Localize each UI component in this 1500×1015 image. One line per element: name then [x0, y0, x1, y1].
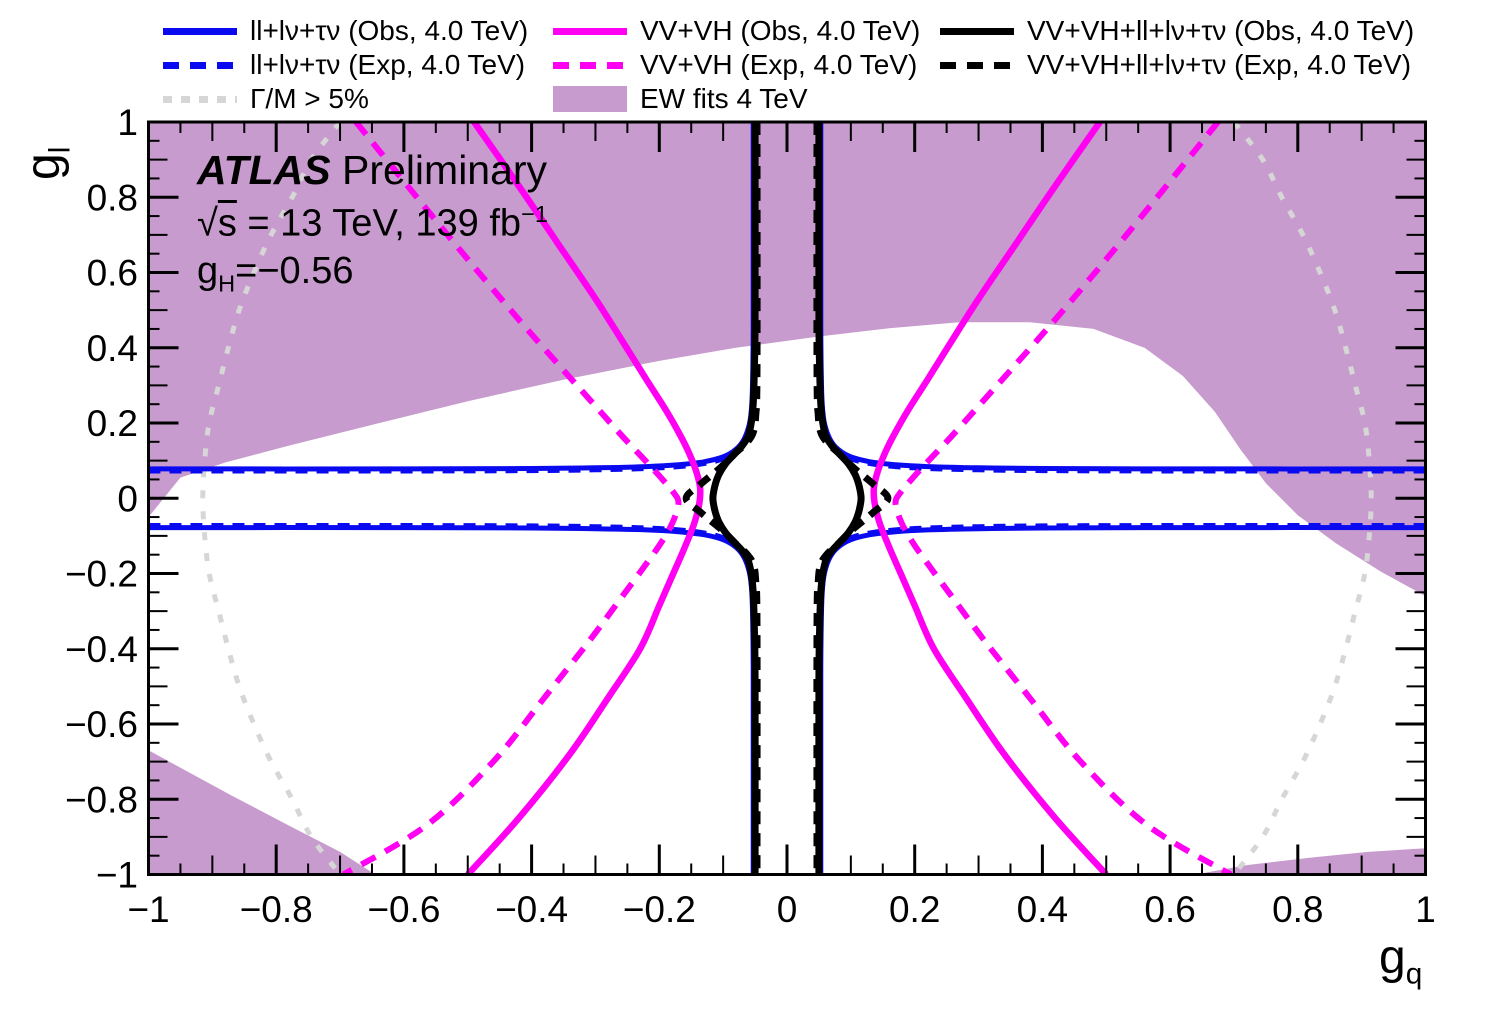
legend: ll+lν+τν (Obs, 4.0 TeV) ll+lν+τν (Exp, 4.… — [0, 10, 1500, 120]
legend-item-ll-lv-tv-obs: ll+lν+τν (Obs, 4.0 TeV) — [163, 14, 528, 48]
ew-fits-4tev-region-0 — [148, 122, 1426, 597]
plot-area — [148, 120, 1426, 876]
comb-obs-line-1 — [815, 121, 865, 875]
legend-item-ew-fits: EW fits 4 TeV — [553, 82, 920, 116]
legend-item-label: Γ/M > 5% — [250, 83, 369, 114]
legend-item-comb-exp: VV+VH+ll+lν+τν (Exp, 4.0 TeV) — [940, 48, 1414, 82]
legend-item-ll-lv-tv-exp: ll+lν+τν (Exp, 4.0 TeV) — [163, 48, 528, 82]
x-tick-label: 1 — [1415, 889, 1436, 930]
vv-vh-exp-swatch — [553, 61, 627, 69]
x-tick-label: 0 — [777, 889, 798, 930]
x-tick-label: −0.2 — [623, 889, 696, 930]
x-axis-title: gq — [1379, 931, 1423, 991]
energy-lumi-label: √s = 13 TeV, 139 fb−1 — [197, 201, 548, 245]
vv-vh-exp-line-1 — [892, 120, 1233, 876]
x-tick-label: −0.6 — [367, 889, 440, 930]
vv-vh-obs-line-0 — [465, 120, 704, 876]
y-tick-label: −0.2 — [65, 554, 138, 595]
plot-annotations: ATLAS Preliminary √s = 13 TeV, 139 fb−1 … — [197, 150, 548, 296]
legend-item-width-limit: Γ/M > 5% — [163, 82, 528, 116]
width-limit-swatch — [163, 95, 237, 103]
ll-lv-tv-exp-line-3 — [816, 523, 1426, 875]
x-tick-label: 0.4 — [1017, 889, 1068, 930]
ll-lv-tv-obs-line-3 — [818, 525, 1426, 875]
legend-item-label: ll+lν+τν (Obs, 4.0 TeV) — [250, 15, 529, 46]
comb-obs-swatch — [940, 27, 1014, 35]
legend-item-vv-vh-obs: VV+VH (Obs, 4.0 TeV) — [553, 14, 920, 48]
y-tick-label: 0.2 — [87, 403, 138, 444]
y-tick-label: −0.4 — [65, 629, 138, 670]
gh-coupling-label: gH=−0.56 — [197, 249, 354, 297]
vv-vh-obs-swatch — [553, 27, 627, 35]
legend-column-0: ll+lν+τν (Obs, 4.0 TeV) ll+lν+τν (Exp, 4.… — [163, 14, 528, 116]
ew-fits-4tev-region-2 — [1195, 848, 1426, 875]
comb-exp-swatch — [940, 61, 1014, 69]
legend-item-label: VV+VH+ll+lν+τν (Exp, 4.0 TeV) — [1027, 49, 1412, 80]
legend-item-label: VV+VH+ll+lν+τν (Obs, 4.0 TeV) — [1027, 15, 1415, 46]
ew-fits-4tev-region-1 — [148, 750, 376, 875]
y-tick-label: 1 — [117, 102, 138, 143]
y-tick-label: −0.6 — [65, 704, 138, 745]
vv-vh-obs-line-1 — [870, 120, 1109, 876]
legend-column-1: VV+VH (Obs, 4.0 TeV) VV+VH (Exp, 4.0 TeV)… — [553, 14, 920, 116]
x-tick-label: 0.6 — [1144, 889, 1195, 930]
ew-fits-swatch — [553, 86, 627, 112]
axes: −1 −0.8 −0.6 −0.4 −0.2 0 0.2 0.4 0.6 0.8 1 1 0.8 0.6 0… — [65, 102, 1436, 930]
legend-item-label: EW fits 4 TeV — [640, 83, 808, 114]
ll-lv-tv-obs-swatch — [163, 27, 237, 35]
y-tick-label: 0.4 — [87, 328, 138, 369]
y-tick-label: −1 — [96, 855, 138, 896]
x-tick-label: 0.2 — [889, 889, 940, 930]
legend-item-label: VV+VH (Exp, 4.0 TeV) — [640, 49, 918, 80]
atlas-label: ATLAS Preliminary — [197, 147, 548, 193]
y-tick-label: 0.6 — [87, 253, 138, 294]
x-tick-label: −1 — [127, 889, 169, 930]
x-tick-label: −0.4 — [495, 889, 568, 930]
y-tick-label: 0.8 — [87, 177, 138, 218]
x-tick-label: 0.8 — [1272, 889, 1323, 930]
comb-obs-line-0 — [709, 121, 759, 875]
legend-item-label: ll+lν+τν (Exp, 4.0 TeV) — [250, 49, 526, 80]
x-tick-label: −0.8 — [240, 889, 313, 930]
legend-column-2: VV+VH+ll+lν+τν (Obs, 4.0 TeV) VV+VH+ll+lν… — [940, 14, 1414, 82]
ll-lv-tv-exp-swatch — [163, 61, 237, 69]
legend-item-vv-vh-exp: VV+VH (Exp, 4.0 TeV) — [553, 48, 920, 82]
y-tick-label: 0 — [117, 478, 138, 519]
vv-vh-exp-line-0 — [341, 120, 682, 876]
legend-item-comb-obs: VV+VH+ll+lν+τν (Obs, 4.0 TeV) — [940, 14, 1414, 48]
gamma-over-m-line-1 — [1231, 120, 1374, 876]
y-tick-label: −0.8 — [65, 779, 138, 820]
gamma-over-m-line-0 — [200, 120, 343, 876]
y-axis-title: gl — [17, 146, 77, 180]
legend-item-label: VV+VH (Obs, 4.0 TeV) — [640, 15, 921, 46]
